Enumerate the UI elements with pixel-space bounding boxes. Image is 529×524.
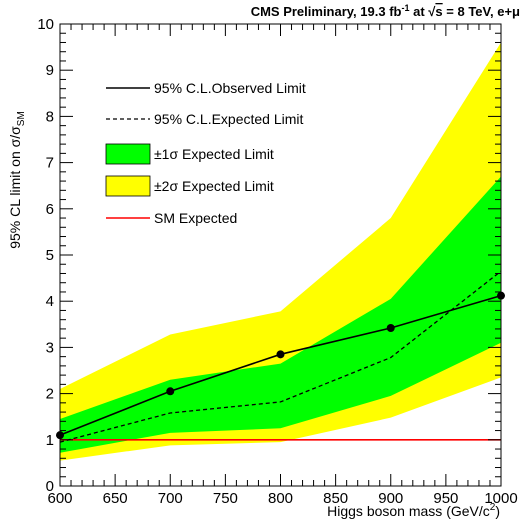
legend-label: 95% C.L.Expected Limit — [154, 111, 304, 127]
legend-two-sigma-swatch — [105, 175, 151, 197]
x-tick-label: 1000 — [484, 490, 517, 507]
y-axis-label-text: 95% CL limit on σ/σ — [7, 126, 23, 249]
observed-point — [386, 323, 395, 332]
x-axis-label-text: Higgs boson mass (GeV/c — [327, 503, 490, 519]
y-tick-label: 10 — [37, 16, 54, 33]
observed-point — [276, 350, 285, 359]
y-tick-label: 5 — [46, 247, 54, 264]
y-tick-label: 1 — [46, 432, 54, 449]
legend-label: ±1σ Expected Limit — [154, 146, 274, 162]
legend-one-sigma-swatch — [105, 143, 151, 165]
x-tick-label: 800 — [268, 490, 293, 507]
x-tick-label: 600 — [47, 490, 72, 507]
x-tick-label: 650 — [103, 490, 128, 507]
x-tick-label: 900 — [378, 490, 403, 507]
y-axis-label-sub: SM — [16, 111, 27, 126]
legend-label: SM Expected — [154, 210, 237, 226]
title-tail: = 8 TeV, e+μ — [443, 4, 520, 19]
x-axis-label-sup: 2 — [490, 502, 496, 513]
y-tick-label: 2 — [46, 386, 54, 403]
x-tick-label: 850 — [323, 490, 348, 507]
legend-label: 95% C.L.Observed Limit — [154, 80, 306, 96]
y-tick-label: 7 — [46, 155, 54, 172]
plot-area — [56, 42, 505, 461]
y-tick-label: 9 — [46, 62, 54, 79]
chart-title: CMS Preliminary, 19.3 fb-1 at √s = 8 TeV… — [251, 3, 520, 19]
y-tick-label: 4 — [46, 293, 54, 310]
observed-point — [166, 387, 175, 396]
legend-label: ±2σ Expected Limit — [154, 178, 274, 194]
sqrt-sign: √ — [428, 4, 436, 19]
title-sqrt-arg: s — [435, 4, 442, 19]
expected-limit-line — [59, 270, 502, 443]
x-axis-label-tail: ) — [495, 503, 500, 519]
y-axis-label: 95% CL limit on σ/σSM — [7, 111, 27, 249]
x-axis-label: Higgs boson mass (GeV/c2) — [327, 502, 500, 519]
axes: 600 650 700 750 800 850 900 950 1000 0 1 2 3 4 5 6 7 8 9 10 — [37, 16, 517, 507]
title-main: CMS Preliminary, 19.3 fb — [251, 4, 402, 19]
title-mid: at — [409, 4, 428, 19]
x-tick-label: 950 — [433, 490, 458, 507]
y-tick-label: 3 — [46, 339, 54, 356]
legend: 95% C.L.Observed Limit 95% C.L.Expected L… — [105, 80, 306, 226]
x-tick-label: 750 — [213, 490, 238, 507]
x-tick-label: 700 — [158, 490, 183, 507]
y-tick-label: 0 — [46, 478, 54, 495]
y-tick-label: 8 — [46, 108, 54, 125]
title-sup: -1 — [401, 3, 409, 13]
one-sigma-band — [60, 176, 501, 453]
y-tick-label: 6 — [46, 201, 54, 218]
